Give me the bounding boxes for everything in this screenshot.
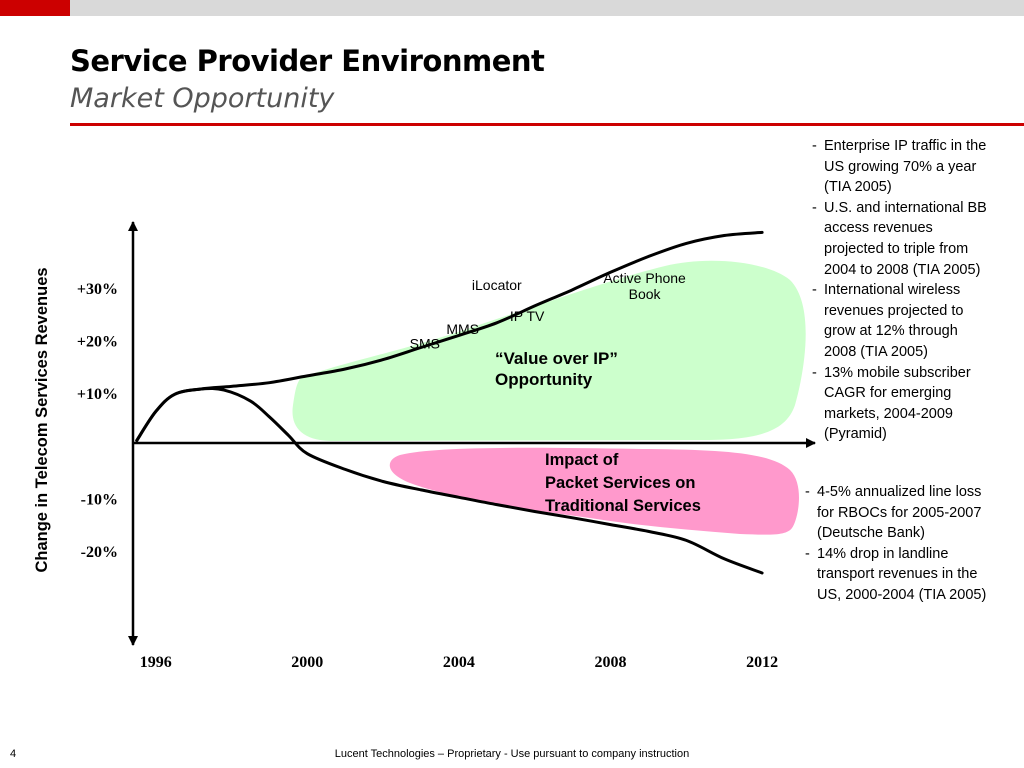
x-tick-label: 2008 bbox=[595, 654, 627, 671]
footer: 4 Lucent Technologies – Proprietary - Us… bbox=[0, 748, 1024, 768]
service-label: SMS bbox=[410, 336, 440, 352]
service-label: iLocator bbox=[472, 277, 522, 293]
slide-title: Service Provider Environment bbox=[70, 44, 545, 78]
slide-subtitle: Market Opportunity bbox=[70, 83, 335, 114]
service-label: Active Phone Book bbox=[603, 270, 686, 302]
growth-annotation-line: “Value over IP” bbox=[495, 349, 618, 368]
impact-annotation: Impact of Packet Services on Traditional… bbox=[545, 451, 701, 515]
impact-area bbox=[389, 447, 799, 535]
impact-annotation-line: Traditional Services bbox=[545, 497, 701, 515]
x-tick-label: 2000 bbox=[291, 654, 323, 671]
y-tick-label: -10% bbox=[81, 491, 118, 508]
traditional-revenue-curve bbox=[135, 386, 764, 575]
y-tick-label: +10% bbox=[77, 386, 118, 403]
title-rule bbox=[70, 123, 1024, 126]
growth-annotation: “Value over IP” Opportunity bbox=[495, 349, 623, 389]
growth-opportunity-area bbox=[292, 260, 806, 441]
service-label: MMS bbox=[446, 321, 479, 337]
y-tick-label: +30% bbox=[77, 281, 118, 298]
impact-annotation-line: Packet Services on bbox=[545, 474, 695, 492]
service-label: IP TV bbox=[510, 308, 545, 324]
top-bar-accent bbox=[0, 0, 70, 16]
x-tick-label: 2012 bbox=[746, 654, 778, 671]
y-tick-label: -20% bbox=[81, 544, 118, 561]
growth-annotation-line: Opportunity bbox=[495, 370, 593, 389]
x-tick-label: 1996 bbox=[140, 654, 172, 671]
y-tick-label: +20% bbox=[77, 334, 118, 351]
page-number: 4 bbox=[10, 748, 17, 760]
top-bar bbox=[0, 0, 1024, 16]
x-tick-label: 2004 bbox=[443, 654, 475, 671]
footer-note: Lucent Technologies – Proprietary - Use … bbox=[334, 748, 690, 760]
y-axis-label: Change in Telecom Services Revenues bbox=[33, 267, 51, 572]
impact-annotation-line: Impact of bbox=[545, 451, 619, 469]
